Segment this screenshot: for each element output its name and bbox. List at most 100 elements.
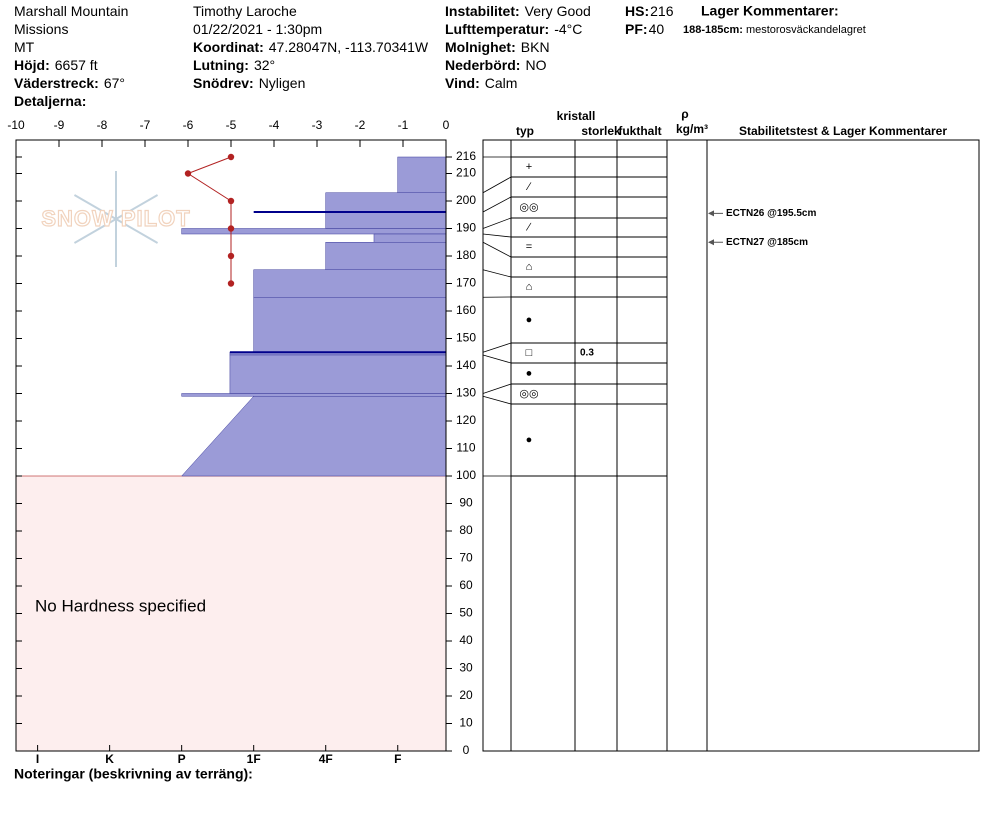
column-header: Stabilitetstest & Lager Kommentarer (739, 124, 947, 138)
height-tick-label: 200 (456, 193, 476, 207)
column-header: kristall (557, 109, 596, 123)
field-value: Very Good (525, 3, 591, 19)
field-label: Instabilitet: (445, 3, 520, 19)
field-value: 32° (254, 57, 275, 73)
header-field: Koordinat: 47.28047N, -113.70341W (193, 39, 429, 55)
field-value: 01/22/2021 - 1:30pm (193, 21, 322, 37)
height-tick-label: 80 (459, 523, 473, 537)
header-field: Timothy Laroche (193, 3, 297, 19)
field-value: 40 (649, 21, 665, 37)
field-label: Lufttemperatur: (445, 21, 549, 37)
header-field: Missions (14, 21, 68, 37)
field-value: 67° (104, 75, 125, 91)
temp-tick-label: -8 (97, 118, 108, 132)
height-tick-label: 180 (456, 248, 476, 262)
logo-ray (73, 194, 117, 220)
field-value: BKN (521, 39, 550, 55)
grain-type: ● (526, 314, 533, 326)
column-header: ρ (681, 107, 688, 121)
height-tick-label: 190 (456, 221, 476, 235)
height-tick-label: 70 (459, 551, 473, 565)
hardness-layer (181, 393, 447, 397)
field-value: Missions (14, 21, 68, 37)
layer-connector (482, 196, 512, 213)
temp-tick-label: -5 (226, 118, 237, 132)
field-label: Detaljerna: (14, 93, 86, 109)
grain-type: ● (526, 434, 533, 446)
header-field: Höjd: 6657 ft (14, 57, 98, 73)
temperature-point (227, 153, 235, 161)
layer-connector (482, 176, 512, 194)
field-label: Molnighet: (445, 39, 516, 55)
grain-type: ● (526, 367, 533, 379)
field-value: 47.28047N, -113.70341W (269, 39, 429, 55)
column-header: fukthalt (618, 124, 661, 138)
hardness-layer (253, 297, 447, 353)
field-label: Snödrev: (193, 75, 254, 91)
header-field: PF:40 (625, 21, 664, 37)
header-field: Väderstreck: 67° (14, 75, 125, 91)
field-value: NO (525, 57, 546, 73)
header-field: MT (14, 39, 35, 55)
no-hardness-note: No Hardness specified (35, 596, 206, 615)
temperature-point (227, 225, 235, 232)
temp-tick-label: 0 (443, 118, 450, 132)
temperature-point (227, 197, 235, 205)
hardness-tick-label: 4F (319, 752, 333, 766)
field-value: 216 (650, 3, 674, 19)
header-field: Lutning: 32° (193, 57, 275, 73)
field-value: Marshall Mountain (14, 3, 128, 19)
header-field: Nederbörd: NO (445, 57, 547, 73)
header-field: Snödrev: Nyligen (193, 75, 305, 91)
field-label: Väderstreck: (14, 75, 99, 91)
field-label: Vind: (445, 75, 480, 91)
stability-test: ECTN26 @195.5cm (726, 208, 816, 219)
hardness-layer (229, 354, 447, 394)
temp-tick-label: -9 (54, 118, 65, 132)
height-tick-label: 216 (456, 149, 476, 163)
field-label: Nederbörd: (445, 57, 520, 73)
height-tick-label: 210 (456, 166, 476, 180)
field-label: Lutning: (193, 57, 249, 73)
logo-ray (115, 194, 159, 220)
hardness-layer (397, 156, 447, 193)
height-tick-label: 160 (456, 303, 476, 317)
height-tick-label: 50 (459, 606, 473, 620)
layer-comment: 188-185cm: mestorosväckandelagret (683, 24, 866, 36)
logo: SNOW PILOT (41, 171, 190, 267)
hardness-layer (325, 211, 447, 229)
field-value: Nyligen (259, 75, 306, 91)
temp-tick-label: -4 (269, 118, 280, 132)
header-field: Molnighet: BKN (445, 39, 550, 55)
height-tick-label: 10 (459, 716, 473, 730)
hardness-layer (181, 228, 447, 235)
grain-type: ⌂ (526, 261, 533, 273)
grain-type: □ (526, 347, 533, 359)
temp-tick-label: -6 (183, 118, 194, 132)
comment-label: 188-185cm: (683, 24, 743, 36)
header-field: Lufttemperatur: -4°C (445, 21, 582, 37)
comment-value: mestorosväckandelagret (746, 24, 866, 36)
layer-comments-title: Lager Kommentarer: (701, 3, 839, 19)
field-value: -4°C (554, 21, 582, 37)
height-tick-label: 0 (463, 743, 470, 757)
header-field: HS:216 (625, 3, 674, 19)
field-label: PF: (625, 21, 648, 37)
temperature-point (184, 170, 192, 177)
grain-type: ∕ (525, 221, 532, 233)
no-hardness-region (15, 475, 447, 752)
table-frame (482, 139, 980, 752)
layer-connector (482, 383, 512, 394)
layer-connector (482, 354, 512, 364)
hardness-tick-label: F (394, 752, 401, 766)
height-tick-label: 150 (456, 331, 476, 345)
grain-type: ◎◎ (519, 388, 538, 400)
test-arrowhead (708, 210, 714, 217)
temp-tick-label: -10 (7, 118, 25, 132)
layer-connector (482, 342, 512, 353)
hardness-tick-label: P (178, 752, 186, 766)
hardness-layer (325, 192, 447, 213)
logo-text: SNOW PILOT (41, 206, 190, 231)
temp-tick-label: -1 (398, 118, 409, 132)
